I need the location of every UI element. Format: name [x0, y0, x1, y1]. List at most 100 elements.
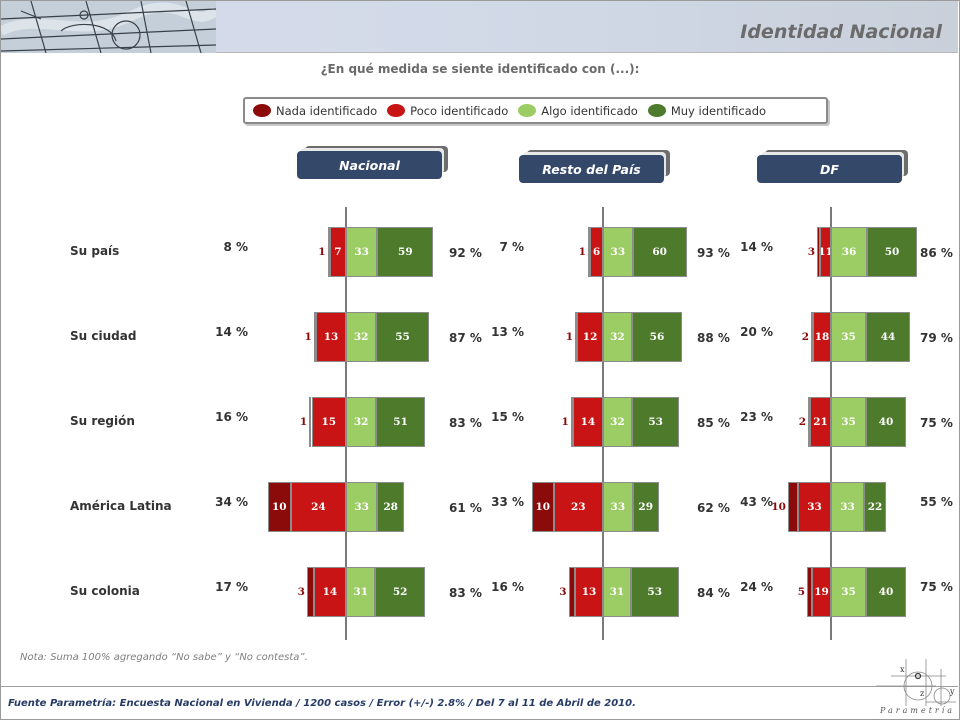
bar-segment-nada [568, 567, 576, 617]
bar-value-label: 51 [393, 416, 408, 428]
bar-segment-nada [811, 312, 813, 362]
bar-value-label: 2 [798, 416, 806, 428]
bar-segment-algo: 32 [346, 312, 377, 362]
bar-value-label: 33 [610, 501, 626, 513]
negative-total-label: 23 % [740, 410, 773, 424]
positive-total-label: 88 % [697, 331, 730, 345]
bar-value-label: 1 [561, 416, 569, 428]
negative-total-label: 16 % [491, 580, 524, 594]
bar-value-label: 35 [841, 416, 856, 428]
logo-text: Parametría [880, 706, 956, 715]
bar-value-label: 12 [582, 331, 598, 343]
bar-segment-poco: 24 [290, 482, 346, 532]
chart-legend: Nada identificado Poco identificado Algo i… [243, 97, 828, 124]
bar-value-label: 2 [801, 331, 809, 343]
bar-value-label: 7 [334, 246, 342, 258]
bar-segment-muy: 40 [866, 567, 906, 617]
bar-value-label: 40 [878, 416, 894, 428]
bar-segment-nada [570, 397, 573, 447]
negative-total-label: 33 % [491, 495, 524, 509]
bar-value-label: 36 [841, 246, 857, 258]
bar-segment-algo: 33 [346, 227, 378, 277]
survey-question: ¿En qué medida se siente identificado co… [320, 62, 640, 76]
legend-label: Nada identificado [276, 103, 378, 118]
bar-segment-nada [587, 227, 591, 277]
bar-value-label: 32 [353, 331, 369, 343]
legend-item: Nada identificado [253, 104, 377, 118]
bar-segment-muy: 28 [377, 482, 404, 532]
bar-segment-algo: 33 [603, 482, 633, 532]
bar-value-label: 23 [570, 501, 586, 513]
bar-value-label: 44 [880, 331, 896, 343]
bar-segment-poco: 6 [590, 227, 603, 277]
bar-segment-muy: 40 [866, 397, 906, 447]
bar-segment-muy: 50 [867, 227, 917, 277]
legend-swatch-icon [253, 104, 271, 117]
negative-total-label: 13 % [491, 325, 524, 339]
bar-segment-poco: 19 [812, 567, 831, 617]
positive-total-label: 86 % [920, 246, 953, 260]
category-label: Su región [70, 414, 135, 428]
bar-value-label: 13 [323, 331, 339, 343]
footer-divider [1, 686, 958, 687]
bar-value-label: 33 [840, 501, 855, 513]
bar-value-label: 32 [610, 331, 625, 343]
positive-total-label: 75 % [920, 416, 953, 430]
logo-letter-z: z [920, 689, 924, 698]
bar-segment-nada: 10 [267, 482, 291, 532]
negative-total-label: 17 % [215, 580, 248, 594]
bar-segment-muy: 44 [866, 312, 910, 362]
category-label: América Latina [70, 499, 172, 513]
bar-value-label: 3 [559, 586, 567, 598]
bar-value-label: 33 [354, 501, 369, 513]
category-label: Su colonia [70, 584, 140, 598]
bar-segment-poco: 14 [313, 567, 346, 617]
bar-value-label: 53 [647, 586, 663, 598]
positive-total-label: 79 % [920, 331, 953, 345]
negative-total-label: 14 % [740, 240, 773, 254]
bar-value-label: 3 [807, 246, 815, 258]
bar-segment-nada [313, 312, 317, 362]
bar-value-label: 33 [610, 246, 626, 258]
positive-total-label: 92 % [449, 246, 482, 260]
bar-segment-algo: 35 [831, 312, 866, 362]
bar-segment-poco: 21 [810, 397, 831, 447]
positive-total-label: 75 % [920, 580, 953, 594]
legend-swatch-icon [647, 104, 666, 117]
bar-segment-nada [808, 397, 810, 447]
negative-total-label: 24 % [740, 580, 773, 594]
bar-segment-muy: 59 [377, 227, 434, 277]
bar-value-label: 1 [578, 246, 586, 258]
bar-value-label: 40 [878, 586, 894, 598]
positive-total-label: 55 % [920, 495, 953, 509]
bar-value-label: 29 [638, 501, 654, 513]
legend-swatch-icon [387, 104, 406, 117]
positive-total-label: 84 % [697, 586, 730, 600]
category-label: Su país [70, 244, 120, 258]
bar-value-label: 13 [581, 586, 597, 598]
bar-segment-muy: 60 [632, 227, 687, 277]
source-citation: Fuente Parametría: Encuesta Nacional en … [8, 698, 636, 709]
legend-item: Algo identificado [518, 104, 638, 118]
footnote: Nota: Suma 100% agregando “No sabe” y “N… [20, 652, 308, 663]
legend-item: Muy identificado [647, 104, 766, 118]
bar-segment-nada [306, 567, 314, 617]
bar-segment-nada [807, 567, 812, 617]
bar-segment-poco: 13 [575, 567, 603, 617]
positive-total-label: 93 % [697, 246, 730, 260]
bar-segment-muy: 51 [376, 397, 425, 447]
bar-value-label: 15 [321, 416, 337, 428]
panel-header-label: Nacional [297, 151, 442, 179]
bar-value-label: 22 [867, 501, 883, 513]
bar-value-label: 10 [771, 501, 786, 513]
bar-segment-nada [327, 227, 330, 277]
bar-value-label: 14 [322, 586, 338, 598]
bar-value-label: 10 [535, 501, 551, 513]
bar-segment-algo: 33 [831, 482, 864, 532]
parametria-logo-icon: x z y [876, 654, 956, 706]
bar-value-label: 31 [609, 586, 625, 598]
bar-value-label: 18 [814, 331, 830, 343]
bar-segment-poco: 33 [798, 482, 831, 532]
legend-swatch-icon [518, 104, 537, 117]
bar-value-label: 32 [610, 416, 625, 428]
